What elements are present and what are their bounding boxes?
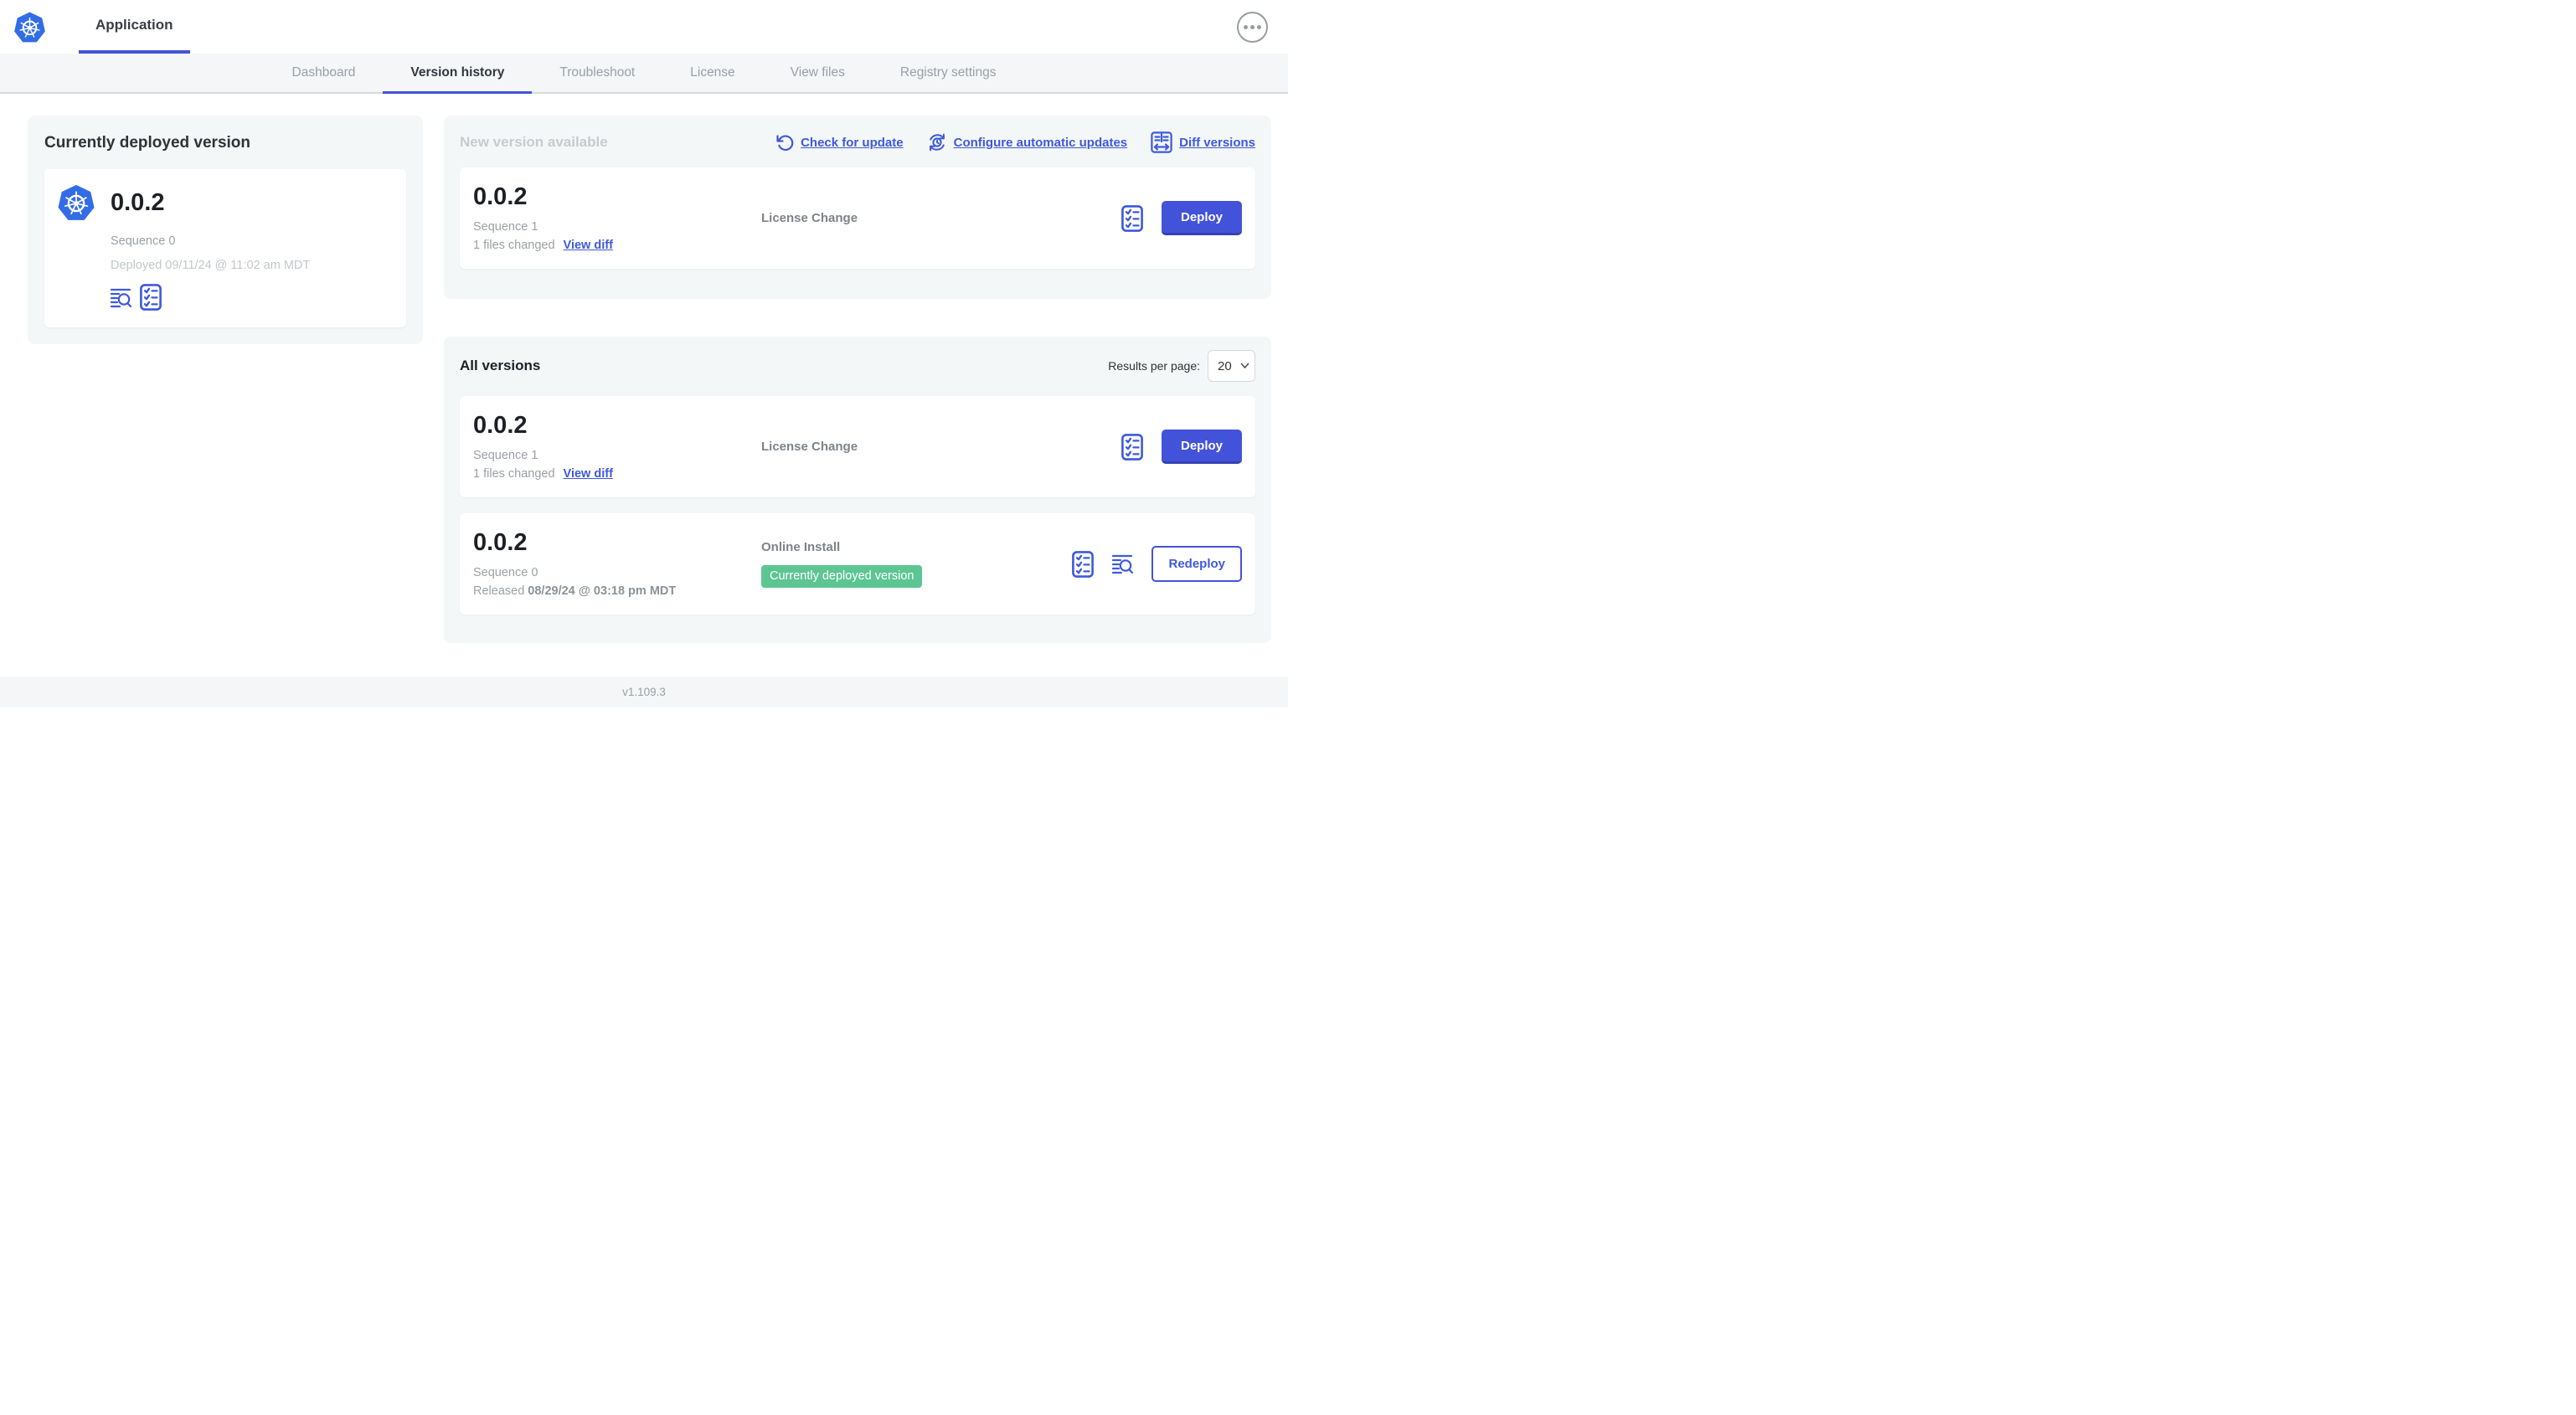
currently-deployed-card: 0.0.2 Sequence 0 Deployed 09/11/24 @ 11:… (44, 169, 406, 327)
deploy-button[interactable]: Deploy (1161, 201, 1242, 235)
tab-registry-settings[interactable]: Registry settings (899, 64, 997, 80)
deployed-timestamp: Deployed 09/11/24 @ 11:02 am MDT (111, 259, 311, 272)
version-row: 0.0.2 Sequence 0 Released 08/29/24 @ 03:… (460, 513, 1255, 615)
app-title: Application (95, 17, 173, 33)
tab-view-files[interactable]: View files (790, 64, 845, 80)
files-changed-text: 1 files changed (473, 466, 555, 481)
view-logs-button[interactable] (111, 287, 131, 308)
app-logo (13, 0, 47, 54)
view-diff-link[interactable]: View diff (563, 238, 613, 252)
header-spacer (190, 0, 1237, 54)
version-sequence: Sequence 1 (473, 219, 538, 234)
view-logs-button[interactable] (1112, 553, 1134, 574)
refresh-icon (776, 135, 794, 152)
checklist-icon (140, 284, 162, 311)
version-released-timestamp: Released 08/29/24 @ 03:18 pm MDT (473, 584, 677, 598)
logs-icon (1112, 554, 1134, 574)
tab-license[interactable]: License (690, 64, 735, 80)
results-per-page-label: Results per page: (1108, 359, 1200, 373)
files-changed-text: 1 files changed (473, 238, 555, 252)
results-per-page-select[interactable]: 20 (1208, 350, 1255, 382)
currently-deployed-panel: Currently deployed version (28, 116, 423, 344)
new-version-title: New version available (460, 134, 608, 150)
currently-deployed-title: Currently deployed version (44, 134, 251, 152)
diff-icon (1151, 131, 1172, 153)
preflight-checks-button[interactable] (1121, 433, 1143, 461)
ellipsis-icon (1244, 24, 1248, 29)
version-source: License Change (761, 211, 858, 225)
configure-automatic-updates-link[interactable]: Configure automatic updates (927, 132, 1127, 152)
more-menu-button[interactable] (1237, 11, 1268, 43)
version-number: 0.0.2 (473, 529, 528, 557)
app-footer: v1.109.3 (0, 677, 1288, 708)
kubernetes-logo-icon (14, 11, 45, 42)
checklist-icon (1121, 433, 1143, 461)
top-header: Application (0, 0, 1288, 54)
main-content: Currently deployed version (0, 94, 1288, 643)
version-sequence: Sequence 0 (473, 565, 538, 579)
deployed-sequence: Sequence 0 (111, 234, 176, 248)
tab-version-history[interactable]: Version history (383, 54, 533, 94)
deploy-button[interactable]: Deploy (1161, 430, 1242, 464)
currently-deployed-badge: Currently deployed version (761, 565, 923, 588)
view-diff-link[interactable]: View diff (563, 466, 613, 481)
version-number: 0.0.2 (473, 183, 528, 211)
version-row: 0.0.2 Sequence 1 1 files changed View di… (460, 396, 1255, 497)
version-source: License Change (761, 440, 858, 454)
console-version: v1.109.3 (622, 686, 666, 698)
version-source: Online Install (761, 540, 841, 554)
tab-dashboard[interactable]: Dashboard (291, 64, 356, 80)
preflight-checks-button[interactable] (1121, 204, 1143, 232)
preflight-checks-button[interactable] (140, 284, 162, 311)
new-version-card: 0.0.2 Sequence 1 1 files changed View di… (460, 167, 1255, 269)
kubernetes-version-icon (58, 184, 95, 220)
deployed-version-number: 0.0.2 (111, 189, 165, 216)
app-subnav: Dashboard Version history Troubleshoot L… (0, 54, 1288, 94)
redeploy-button[interactable]: Redeploy (1151, 546, 1242, 582)
checklist-icon (1072, 550, 1095, 578)
checklist-icon (1121, 204, 1143, 232)
all-versions-title: All versions (460, 358, 541, 373)
preflight-checks-button[interactable] (1072, 550, 1095, 578)
new-version-panel: New version available Check for update C… (444, 116, 1271, 299)
app-title-tab[interactable]: Application (79, 0, 190, 54)
tab-troubleshoot[interactable]: Troubleshoot (559, 64, 636, 80)
diff-versions-link[interactable]: Diff versions (1151, 131, 1255, 153)
auto-update-icon (929, 133, 945, 152)
version-number: 0.0.2 (473, 412, 528, 440)
version-sequence: Sequence 1 (473, 448, 538, 462)
check-for-update-link[interactable]: Check for update (775, 133, 904, 152)
all-versions-panel: All versions Results per page: 20 (444, 337, 1271, 643)
logs-icon (111, 288, 131, 307)
